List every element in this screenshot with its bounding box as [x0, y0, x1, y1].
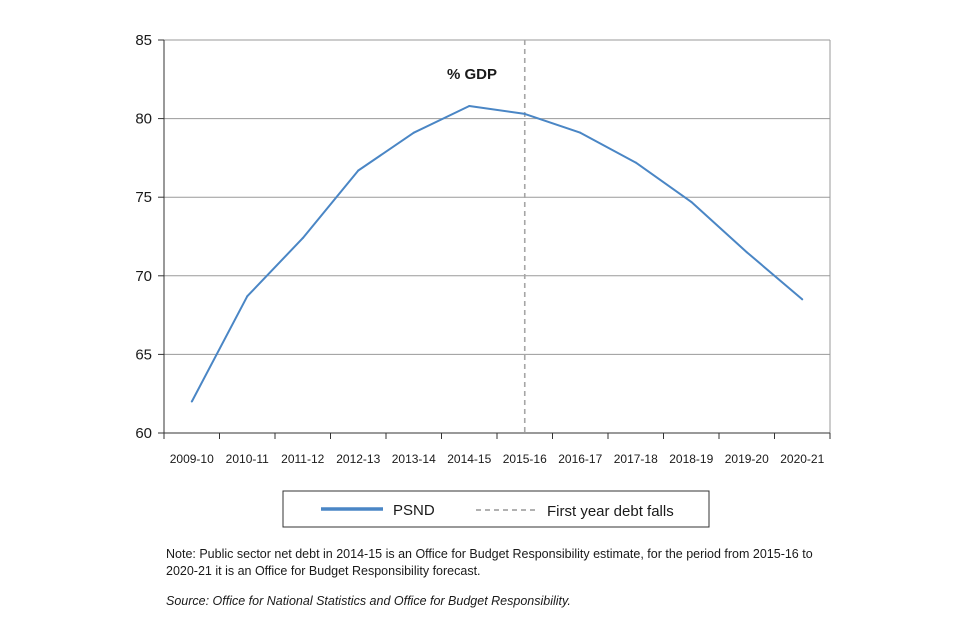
data-point	[690, 200, 693, 203]
y-tick-label: 85	[135, 32, 152, 49]
labels: 60 65 70 75 80 85 2009-10 2010-11 2011-12 2012-13…	[135, 32, 824, 466]
series-line-psnd	[190, 105, 803, 403]
x-tick-label: 2011-12	[281, 452, 324, 466]
x-tick-label: 2014-15	[447, 452, 491, 466]
legend-label-first-year-debt-falls: First year debt falls	[547, 503, 674, 520]
data-point	[801, 298, 804, 301]
x-tick-label: 2017-18	[614, 452, 658, 466]
y-tick-label: 70	[135, 268, 152, 285]
grid-lines	[164, 39, 831, 434]
footnote-text: Note: Public sector net debt in 2014-15 …	[166, 547, 813, 578]
legend: PSND First year debt falls	[282, 490, 710, 528]
data-point	[579, 131, 582, 134]
x-tick-label: 2012-13	[336, 452, 380, 466]
annotation-label: % GDP	[447, 66, 497, 83]
y-tick-label: 65	[135, 346, 152, 363]
y-tick-label: 60	[135, 425, 152, 442]
y-tick-label: 75	[135, 189, 152, 206]
data-point	[634, 161, 637, 164]
x-tick-label: 2010-11	[226, 452, 269, 466]
series-group	[190, 105, 804, 403]
data-point	[745, 251, 748, 254]
x-tick-label: 2013-14	[392, 452, 436, 466]
legend-label-psnd: PSND	[393, 502, 435, 519]
x-tick-label: 2016-17	[558, 452, 602, 466]
x-tick-label: 2015-16	[503, 452, 547, 466]
data-point	[468, 105, 471, 108]
x-tick-label: 2020-21	[780, 452, 824, 466]
x-tick-label: 2009-10	[170, 452, 214, 466]
axes	[158, 39, 831, 439]
data-point	[301, 237, 304, 240]
x-tick-label: 2018-19	[669, 452, 713, 466]
source-text: Source: Office for National Statistics a…	[166, 594, 571, 608]
x-tick-label: 2019-20	[725, 452, 769, 466]
data-point	[412, 131, 415, 134]
data-point	[357, 169, 360, 172]
y-tick-label: 80	[135, 111, 152, 128]
data-point	[246, 295, 249, 298]
data-point	[190, 400, 193, 403]
data-point	[523, 112, 526, 115]
